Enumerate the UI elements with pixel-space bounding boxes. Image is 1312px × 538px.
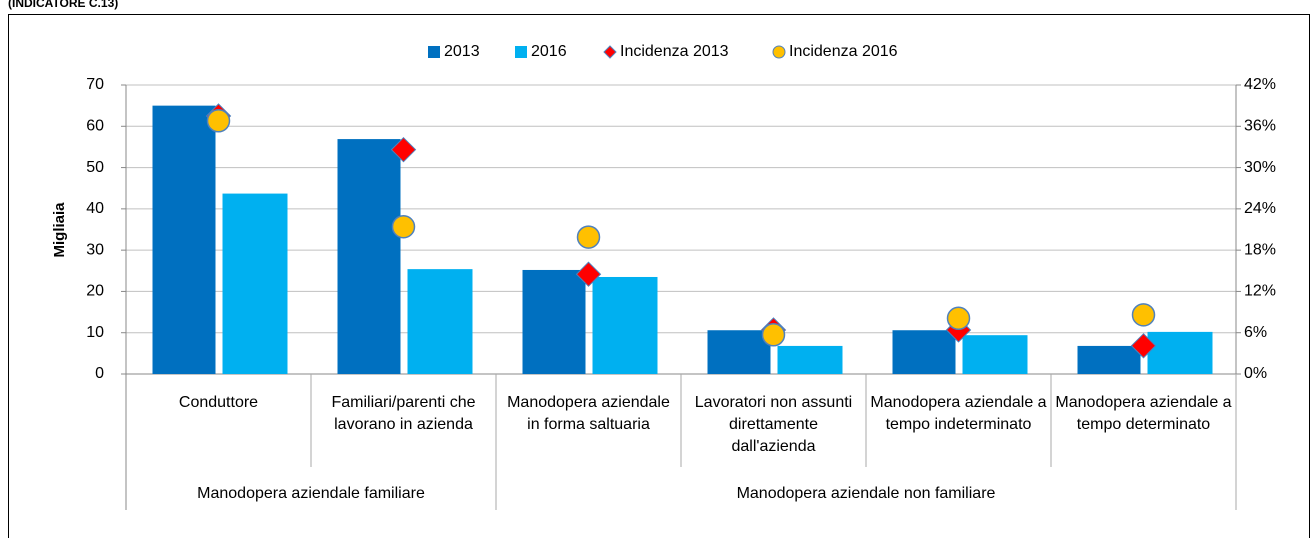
y-axis-title: Migliaia — [51, 202, 68, 258]
x-tick-label: Lavoratori non assunti direttamente dall… — [694, 394, 853, 455]
marker-diamond — [390, 136, 417, 163]
legend-label: 2016 — [531, 43, 567, 60]
frame — [8, 14, 1310, 538]
marker-circle — [761, 323, 786, 347]
y-tick-label: 0 — [95, 365, 104, 382]
marker-circle — [576, 225, 601, 249]
y2-tick-label: 12% — [1244, 283, 1276, 300]
bar — [222, 193, 288, 374]
group-label: Manodopera aziendale familiare — [197, 485, 425, 502]
legend-label: Incidenza 2016 — [789, 43, 898, 60]
y2-tick-label: 18% — [1244, 241, 1276, 258]
marker-circle — [206, 109, 231, 133]
legend-swatch — [515, 46, 527, 58]
y-tick-label: 10 — [86, 324, 104, 341]
y-tick-label: 70 — [86, 76, 104, 93]
bar — [1147, 331, 1213, 374]
bar — [1077, 345, 1141, 374]
bar — [337, 139, 401, 374]
bar — [522, 269, 586, 374]
bar — [152, 105, 216, 375]
x-tick-label: Manodopera aziendale a tempo indetermina… — [870, 394, 1047, 433]
y-tick-label: 40 — [86, 200, 104, 217]
marker-circle — [946, 306, 971, 331]
legend-swatch — [428, 46, 440, 58]
x-tick-label: Manodopera aziendale a tempo determinato — [1055, 394, 1232, 433]
x-tick-label: Conduttore — [178, 394, 259, 411]
x-tick-label: Manodopera aziendale in forma saltuaria — [507, 394, 670, 433]
marker-diamond — [1130, 333, 1157, 359]
bar — [962, 335, 1028, 374]
bar — [407, 269, 473, 374]
y2-tick-label: 0% — [1244, 365, 1267, 382]
marker-circle — [1131, 303, 1156, 327]
y-tick-label: 60 — [86, 118, 104, 135]
legend-label: Incidenza 2013 — [620, 43, 729, 60]
legend-swatch — [603, 45, 617, 59]
bar — [592, 276, 658, 374]
y2-tick-label: 30% — [1244, 159, 1276, 176]
bar — [777, 345, 843, 374]
y-tick-label: 30 — [86, 241, 104, 258]
x-tick-label: Familiari/parenti che lavorano in aziend… — [331, 394, 476, 433]
bar — [707, 330, 771, 374]
legend-label: 2013 — [444, 43, 480, 60]
bar — [892, 330, 956, 374]
y-tick-label: 20 — [86, 283, 104, 300]
y2-tick-label: 42% — [1244, 76, 1276, 93]
legend-swatch — [772, 45, 786, 59]
y2-tick-label: 6% — [1244, 324, 1267, 341]
y2-tick-label: 36% — [1244, 118, 1276, 135]
y2-tick-label: 24% — [1244, 200, 1276, 217]
group-label: Manodopera aziendale non familiare — [737, 485, 996, 502]
marker-diamond — [575, 261, 602, 287]
marker-circle — [391, 214, 416, 239]
y-tick-label: 50 — [86, 159, 104, 176]
header: (INDICATORE C.13) — [8, 0, 118, 10]
